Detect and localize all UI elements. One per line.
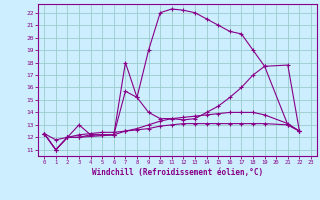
X-axis label: Windchill (Refroidissement éolien,°C): Windchill (Refroidissement éolien,°C) xyxy=(92,168,263,177)
